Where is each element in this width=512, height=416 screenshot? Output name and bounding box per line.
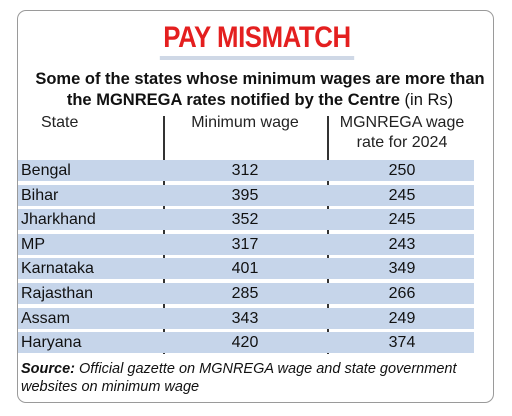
state-cell: Assam — [21, 309, 70, 327]
mgnrega-cell: 249 — [388, 309, 416, 327]
column-header-mgnrega: MGNREGA wage rate for 2024 — [327, 113, 477, 153]
state-cell: Rajasthan — [21, 285, 94, 302]
state-cell: Jharkhand — [21, 211, 96, 229]
table-row: MP 317 243 — [18, 233, 474, 255]
min-wage-cell: 401 — [231, 260, 259, 278]
source-label: Source: — [21, 361, 75, 377]
state-cell: Bengal — [21, 162, 71, 179]
min-wage-cell: 343 — [231, 309, 259, 327]
table-row: Rajasthan 285 266 — [18, 283, 474, 304]
min-wage-cell: 317 — [231, 235, 259, 253]
table-row: Karnataka 401 349 — [18, 258, 474, 280]
source-text: Official gazette on MGNREGA wage and sta… — [21, 361, 457, 395]
min-wage-cell: 420 — [231, 334, 259, 352]
column-header-state: State — [41, 114, 79, 131]
min-wage-cell: 352 — [231, 211, 259, 229]
table-row: Bengal 312 250 — [18, 160, 474, 181]
table-row: Bihar 395 245 — [18, 184, 474, 206]
subtitle-unit: (in Rs) — [404, 91, 454, 109]
column-header-min-wage: Minimum wage — [191, 114, 299, 131]
mgnrega-cell: 374 — [388, 334, 416, 352]
mgnrega-cell: 245 — [388, 211, 416, 229]
table-row: Jharkhand 352 245 — [18, 209, 474, 231]
min-wage-cell: 285 — [231, 285, 259, 302]
state-cell: Bihar — [21, 186, 59, 204]
state-cell: MP — [21, 235, 45, 253]
table-row: Assam 343 249 — [18, 307, 474, 329]
mgnrega-cell: 266 — [388, 285, 416, 302]
chart-title: PAY MISMATCH — [159, 23, 354, 60]
subtitle-text: Some of the states whose minimum wages a… — [35, 70, 485, 109]
mgnrega-cell: 349 — [388, 260, 416, 278]
mgnrega-cell: 250 — [388, 162, 416, 179]
column-header-mgnrega-line2: rate for 2024 — [356, 134, 448, 151]
chart-subtitle: Some of the states whose minimum wages a… — [30, 69, 490, 111]
table-row: Haryana 420 374 — [18, 332, 474, 354]
min-wage-cell: 312 — [231, 162, 259, 179]
state-cell: Haryana — [21, 334, 82, 352]
column-header-mgnrega-line1: MGNREGA wage — [339, 114, 465, 131]
source-note: Source: Official gazette on MGNREGA wage… — [21, 360, 466, 396]
title-wrap: PAY MISMATCH — [18, 23, 495, 60]
mgnrega-cell: 245 — [388, 186, 416, 204]
min-wage-cell: 395 — [231, 186, 259, 204]
state-cell: Karnataka — [21, 260, 94, 278]
mgnrega-cell: 243 — [388, 235, 416, 253]
